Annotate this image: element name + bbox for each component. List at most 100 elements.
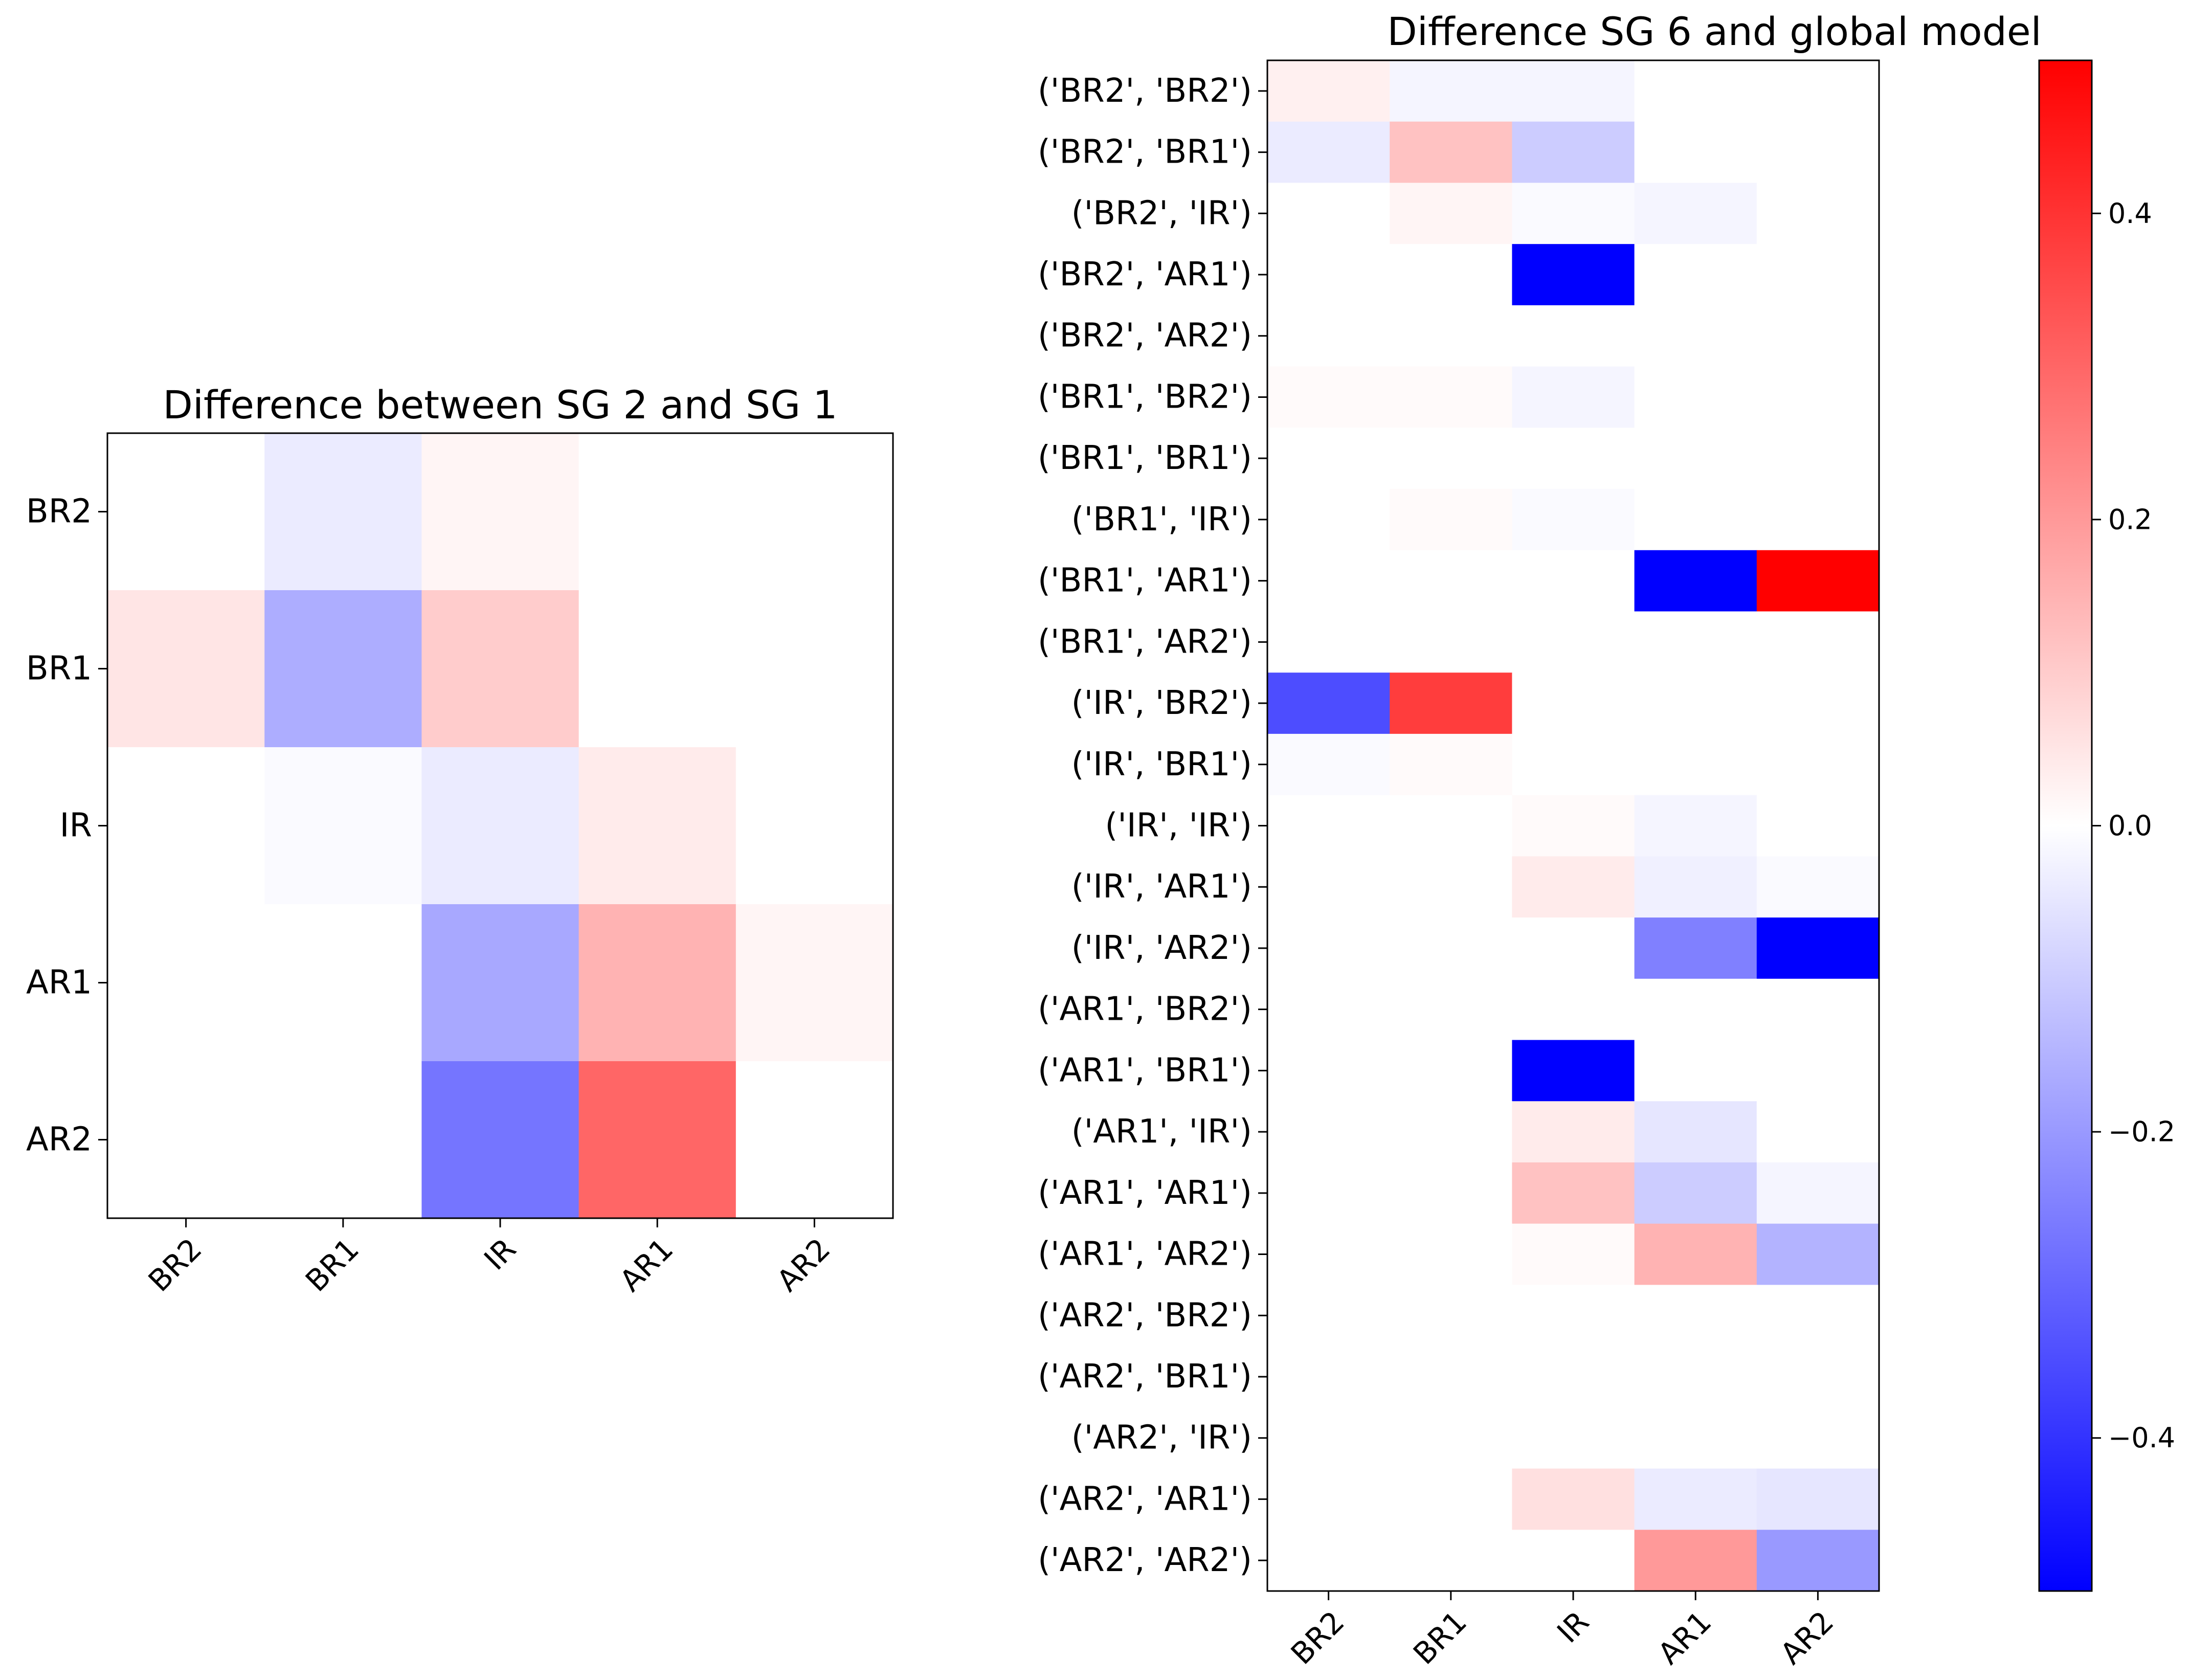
hm2-cell-r1-c0: [1267, 121, 1390, 184]
hm2-cell-r22-c0: [1267, 1407, 1390, 1469]
hm2-cell-r9-c2: [1512, 611, 1635, 673]
hm2-cell-r23-c2: [1512, 1468, 1635, 1530]
colorbar-tick-label: 0.2: [2108, 503, 2152, 535]
heatmap-sg6-vs-global-cells: [1267, 60, 1880, 1592]
hm2-cell-r20-c0: [1267, 1285, 1390, 1347]
hm2-cell-r17-c0: [1267, 1101, 1390, 1163]
hm2-cell-r12-c0: [1267, 795, 1390, 857]
hm1-cell-r4-c4: [735, 1061, 893, 1219]
hm1-cell-r4-c1: [264, 1061, 422, 1219]
colorbar-gradient: [2038, 59, 2093, 1592]
hm2-cell-r17-c1: [1390, 1101, 1512, 1163]
hm2-cell-r13-c1: [1390, 856, 1512, 918]
hm2-cell-r10-c4: [1756, 673, 1880, 734]
hm1-cell-r4-c0: [107, 1061, 265, 1219]
hm2-cell-r4-c4: [1756, 305, 1880, 367]
hm2-cell-r5-c1: [1390, 366, 1512, 428]
hm1-cell-r4-c2: [421, 1061, 579, 1219]
hm2-cell-r3-c3: [1634, 244, 1757, 306]
hm1-cell-r0-c0: [107, 433, 265, 591]
hm1-y-tick-label: IR: [60, 807, 92, 845]
hm2-cell-r19-c3: [1634, 1223, 1757, 1285]
hm2-cell-r7-c3: [1634, 489, 1757, 551]
hm2-cell-r15-c0: [1267, 978, 1390, 1041]
hm2-cell-r3-c0: [1267, 244, 1390, 306]
hm2-cell-r16-c1: [1390, 1040, 1512, 1102]
hm2-y-tick-label: ('BR2', 'IR'): [1071, 194, 1252, 232]
hm2-cell-r9-c1: [1390, 611, 1512, 673]
hm2-cell-r6-c3: [1634, 428, 1757, 489]
hm2-cell-r18-c2: [1512, 1162, 1635, 1224]
hm2-cell-r13-c2: [1512, 856, 1635, 918]
hm2-cell-r15-c3: [1634, 978, 1757, 1041]
hm1-cell-r1-c0: [107, 590, 265, 748]
hm2-y-tick-label: ('BR2', 'AR2'): [1038, 317, 1252, 355]
hm1-cell-r0-c3: [578, 433, 736, 591]
hm1-cell-r3-c2: [421, 904, 579, 1062]
hm2-cell-r13-c4: [1756, 856, 1880, 918]
hm1-cell-r4-c3: [578, 1061, 736, 1219]
hm2-cell-r14-c4: [1756, 917, 1880, 979]
hm2-cell-r0-c2: [1512, 60, 1635, 122]
hm1-cell-r3-c3: [578, 904, 736, 1062]
hm2-cell-r10-c3: [1634, 673, 1757, 734]
hm2-cell-r0-c4: [1756, 60, 1880, 122]
hm2-cell-r21-c4: [1756, 1346, 1880, 1408]
hm2-cell-r11-c3: [1634, 733, 1757, 796]
hm1-y-tick-label: AR1: [26, 964, 92, 1002]
hm1-cell-r3-c0: [107, 904, 265, 1062]
hm2-y-tick-label: ('AR1', 'AR1'): [1038, 1174, 1252, 1212]
hm1-cell-r2-c2: [421, 747, 579, 905]
hm2-cell-r12-c3: [1634, 795, 1757, 857]
hm2-cell-r20-c2: [1512, 1285, 1635, 1347]
hm2-cell-r18-c4: [1756, 1162, 1880, 1224]
hm1-cell-r2-c1: [264, 747, 422, 905]
hm1-y-tick-label: BR2: [26, 493, 92, 531]
hm2-cell-r17-c2: [1512, 1101, 1635, 1163]
hm2-y-tick-label: ('AR2', 'AR2'): [1038, 1541, 1252, 1579]
hm2-cell-r1-c1: [1390, 121, 1512, 184]
heatmap-sg2-vs-sg1: Difference between SG 2 and SG 1 BR2 BR1 I…: [26, 382, 894, 1298]
hm2-cell-r13-c0: [1267, 856, 1390, 918]
hm2-y-tick-label: ('AR2', 'IR'): [1071, 1419, 1252, 1457]
hm2-cell-r7-c4: [1756, 489, 1880, 551]
hm2-cell-r14-c2: [1512, 917, 1635, 979]
hm2-cell-r17-c4: [1756, 1101, 1880, 1163]
hm2-cell-r2-c1: [1390, 183, 1512, 244]
hm2-cell-r2-c4: [1756, 183, 1880, 244]
hm2-cell-r4-c2: [1512, 305, 1635, 367]
heatmap-sg6-vs-global-title: Difference SG 6 and global model: [1387, 9, 2042, 54]
hm1-y-tick-label: BR1: [26, 650, 92, 688]
hm2-cell-r24-c3: [1634, 1530, 1757, 1592]
hm2-cell-r0-c0: [1267, 60, 1390, 122]
hm2-cell-r5-c0: [1267, 366, 1390, 428]
hm2-cell-r6-c2: [1512, 428, 1635, 489]
hm1-cell-r0-c1: [264, 433, 422, 591]
hm2-y-tick-label: ('BR1', 'IR'): [1071, 501, 1252, 539]
hm2-y-tick-label: ('BR1', 'BR1'): [1038, 439, 1252, 477]
hm2-y-tick-label: ('AR1', 'AR2'): [1038, 1236, 1252, 1273]
hm2-cell-r8-c2: [1512, 550, 1635, 612]
hm2-cell-r8-c4: [1756, 550, 1880, 612]
heatmap-sg2-vs-sg1-cells: [107, 433, 893, 1219]
hm2-cell-r1-c2: [1512, 121, 1635, 184]
hm2-cell-r21-c1: [1390, 1346, 1512, 1408]
hm2-cell-r19-c0: [1267, 1223, 1390, 1285]
hm2-cell-r0-c1: [1390, 60, 1512, 122]
hm2-y-tick-label: ('BR2', 'BR2'): [1038, 72, 1252, 110]
hm2-cell-r3-c4: [1756, 244, 1880, 306]
hm2-cell-r15-c1: [1390, 978, 1512, 1041]
hm2-cell-r16-c3: [1634, 1040, 1757, 1102]
colorbar-tick-label: −0.4: [2108, 1422, 2175, 1454]
hm2-cell-r15-c4: [1756, 978, 1880, 1041]
hm2-y-tick-label: ('BR1', 'AR1'): [1038, 562, 1252, 600]
hm2-cell-r21-c2: [1512, 1346, 1635, 1408]
hm2-cell-r14-c1: [1390, 917, 1512, 979]
hm2-cell-r1-c3: [1634, 121, 1757, 184]
hm2-cell-r8-c3: [1634, 550, 1757, 612]
hm2-cell-r11-c1: [1390, 733, 1512, 796]
hm1-cell-r1-c4: [735, 590, 893, 748]
hm1-cell-r1-c3: [578, 590, 736, 748]
hm2-cell-r4-c0: [1267, 305, 1390, 367]
